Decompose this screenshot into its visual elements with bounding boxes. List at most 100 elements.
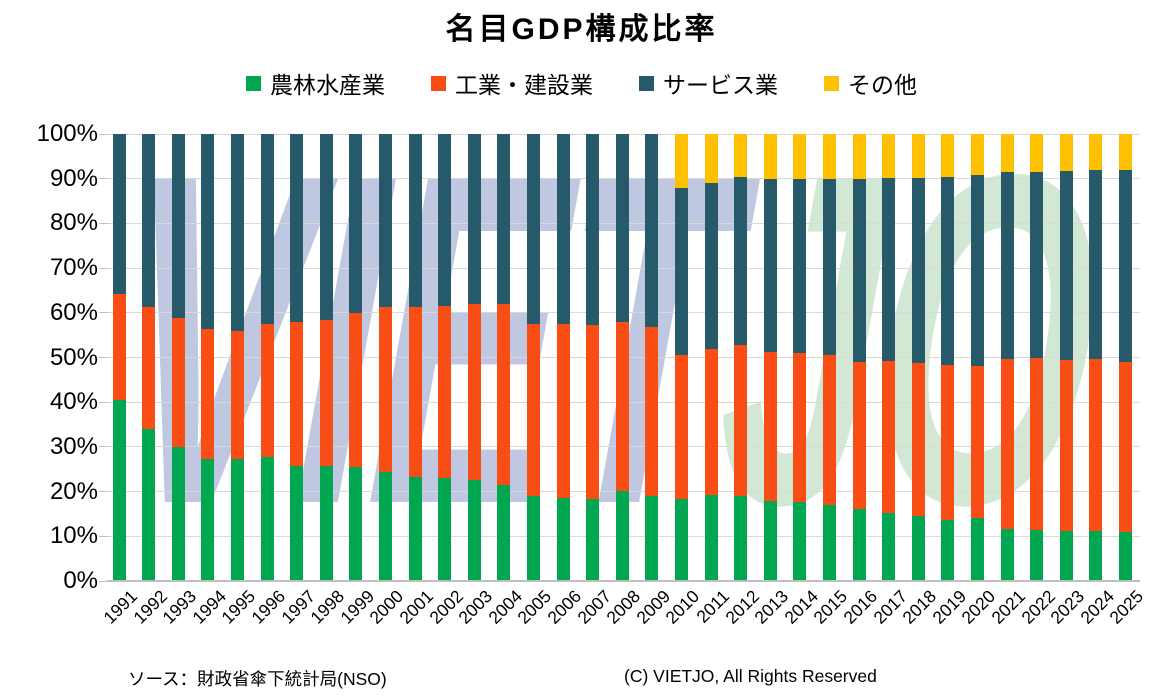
x-axis-line [107, 580, 1140, 582]
bar-2016 [852, 134, 866, 581]
segment-industry-construction-2000 [378, 307, 392, 472]
segment-services-2004 [497, 134, 511, 304]
bar-2001 [408, 134, 422, 581]
segment-agriculture-1996 [260, 456, 274, 581]
segment-industry-construction-1996 [260, 323, 274, 457]
y-tick-0 [99, 580, 107, 582]
segment-services-1991 [112, 134, 126, 294]
legend-services-label: サービス業 [663, 72, 778, 98]
y-label-80: 80% [49, 209, 98, 237]
segment-industry-construction-1994 [201, 329, 215, 459]
segment-other-2010 [674, 134, 688, 189]
chart-title: 名目GDP構成比率 [445, 13, 718, 46]
bar-2000 [378, 134, 392, 581]
segment-agriculture-1992 [142, 429, 156, 581]
segment-industry-construction-2009 [645, 326, 659, 497]
segment-other-2025 [1118, 134, 1132, 170]
segment-other-2023 [1059, 134, 1073, 172]
segment-agriculture-2015 [822, 505, 836, 581]
segment-services-1995 [230, 134, 244, 331]
bar-1992 [142, 134, 156, 581]
segment-agriculture-2016 [852, 509, 866, 581]
y-tick-80 [99, 222, 107, 224]
segment-industry-construction-2011 [704, 349, 718, 495]
segment-industry-construction-2015 [822, 355, 836, 506]
legend-industry-construction-swatch [431, 75, 446, 91]
segment-industry-construction-1992 [142, 307, 156, 430]
bar-2007 [586, 134, 600, 581]
segment-agriculture-2012 [734, 496, 748, 581]
bar-1996 [260, 134, 274, 581]
segment-other-2021 [1000, 134, 1014, 172]
legend-agriculture-label: 農林水産業 [270, 72, 385, 98]
legend-item-industry-construction: 工業・建設業 [431, 66, 593, 100]
segment-services-1993 [171, 134, 185, 319]
segment-industry-construction-2022 [1030, 357, 1044, 530]
segment-industry-construction-2010 [674, 354, 688, 499]
segment-services-2013 [763, 178, 777, 353]
y-tick-20 [99, 491, 107, 493]
bar-2009 [645, 134, 659, 581]
segment-agriculture-2020 [970, 518, 984, 581]
copyright-note: (C) VIETJO, All Rights Reserved [624, 666, 877, 686]
segment-industry-construction-2016 [852, 361, 866, 510]
bar-1999 [349, 134, 363, 581]
bar-2005 [526, 134, 540, 581]
segment-services-2016 [852, 179, 866, 362]
bar-2006 [556, 134, 570, 581]
segment-services-2017 [882, 178, 896, 362]
segment-services-2001 [408, 134, 422, 307]
bar-2023 [1059, 134, 1073, 581]
segment-services-1998 [319, 134, 333, 321]
segment-agriculture-2024 [1089, 530, 1103, 581]
segment-industry-construction-1991 [112, 293, 126, 400]
legend-item-other: その他 [824, 66, 917, 100]
segment-agriculture-2025 [1118, 532, 1132, 581]
segment-services-2023 [1059, 171, 1073, 361]
segment-services-2009 [645, 134, 659, 327]
segment-other-2016 [852, 134, 866, 180]
segment-other-2019 [941, 134, 955, 177]
segment-other-2013 [763, 134, 777, 179]
bar-1997 [290, 134, 304, 581]
legend-item-agriculture: 農林水産業 [246, 66, 385, 100]
segment-services-2007 [586, 134, 600, 326]
bar-2018 [911, 134, 925, 581]
bar-2011 [704, 134, 718, 581]
vietjo-watermark: VIETJO [104, 77, 1106, 602]
bar-2020 [970, 134, 984, 581]
bar-1994 [201, 134, 215, 581]
segment-industry-construction-2020 [970, 365, 984, 519]
legend-industry-construction-label: 工業・建設業 [455, 72, 593, 98]
y-label-0: 0% [63, 567, 98, 594]
y-label-100: 100% [36, 120, 98, 147]
bar-2021 [1000, 134, 1014, 581]
legend-agriculture-swatch [246, 75, 261, 91]
y-label-60: 60% [49, 298, 98, 326]
segment-industry-construction-2002 [438, 306, 452, 479]
segment-industry-construction-2003 [467, 303, 481, 481]
y-label-30: 30% [49, 432, 98, 460]
segment-industry-construction-2004 [497, 303, 511, 485]
segment-industry-construction-2023 [1059, 360, 1073, 532]
segment-agriculture-2009 [645, 496, 659, 581]
segment-services-2014 [793, 178, 807, 353]
segment-services-2010 [674, 188, 688, 355]
segment-services-2012 [734, 176, 748, 345]
bar-2014 [793, 134, 807, 581]
segment-industry-construction-2006 [556, 324, 570, 499]
segment-agriculture-1999 [349, 467, 363, 581]
segment-services-1997 [290, 134, 304, 323]
segment-agriculture-2005 [526, 495, 540, 581]
segment-agriculture-2013 [763, 501, 777, 581]
y-tick-50 [99, 357, 107, 358]
bar-2010 [674, 134, 688, 581]
segment-other-2022 [1030, 134, 1044, 173]
bar-2022 [1030, 134, 1044, 581]
segment-industry-construction-2024 [1089, 359, 1103, 531]
segment-services-2025 [1118, 169, 1132, 362]
bar-2025 [1118, 134, 1132, 581]
legend-services-swatch [639, 75, 654, 91]
segment-services-2021 [1000, 172, 1014, 359]
